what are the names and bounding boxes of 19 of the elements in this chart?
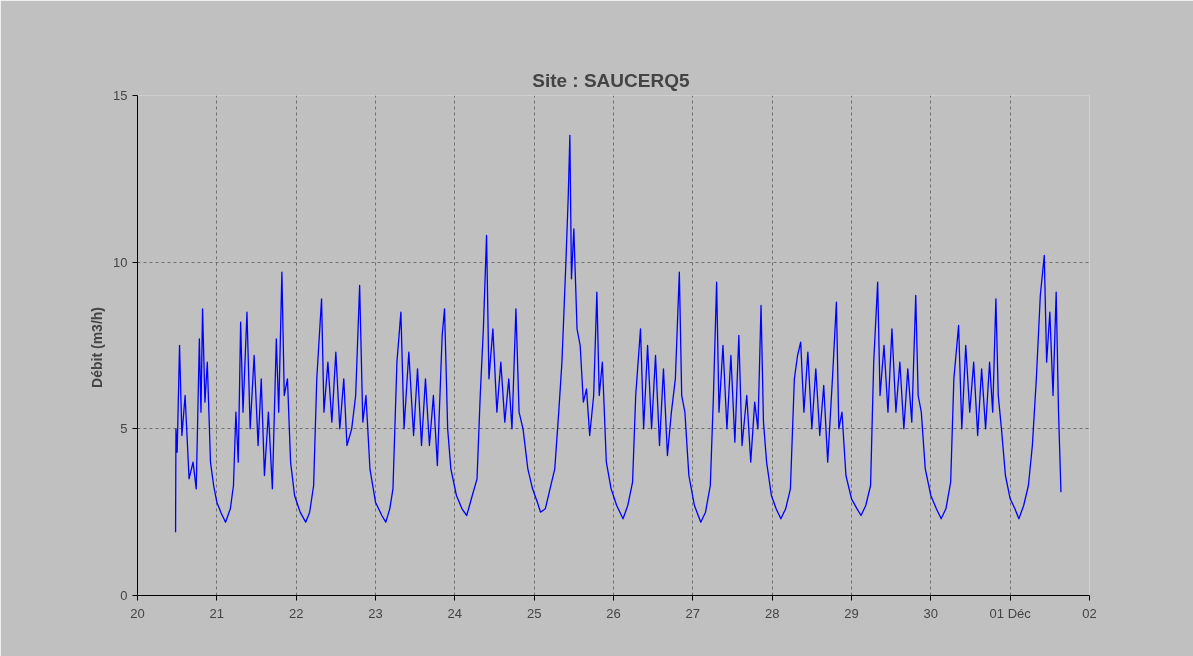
x-tick-label: 28 (764, 605, 780, 621)
x-tick-label: 27 (685, 605, 701, 621)
y-tick-label: 15 (113, 88, 128, 103)
x-tick-label: 29 (844, 605, 859, 621)
x-tick-label: 26 (606, 605, 621, 621)
x-tick-label: 02 (1082, 605, 1097, 621)
x-tick-label: 24 (447, 605, 463, 621)
x-tick-label: 20 (130, 605, 145, 621)
x-tick-label: 23 (368, 605, 383, 621)
x-tick-label: 25 (526, 605, 542, 621)
x-tick-label: 30 (923, 605, 939, 621)
x-tick-label: 01 Déc (989, 605, 1032, 621)
x-tick-label: 21 (209, 605, 225, 621)
y-tick-label: 5 (120, 421, 128, 437)
chart-title: Site : SAUCERQ5 (532, 69, 690, 91)
x-tick-label: 22 (288, 605, 304, 621)
y-tick-label: 0 (120, 588, 128, 603)
y-axis-title: Débit (m3/h) (89, 307, 106, 388)
y-tick-label: 10 (113, 254, 128, 270)
